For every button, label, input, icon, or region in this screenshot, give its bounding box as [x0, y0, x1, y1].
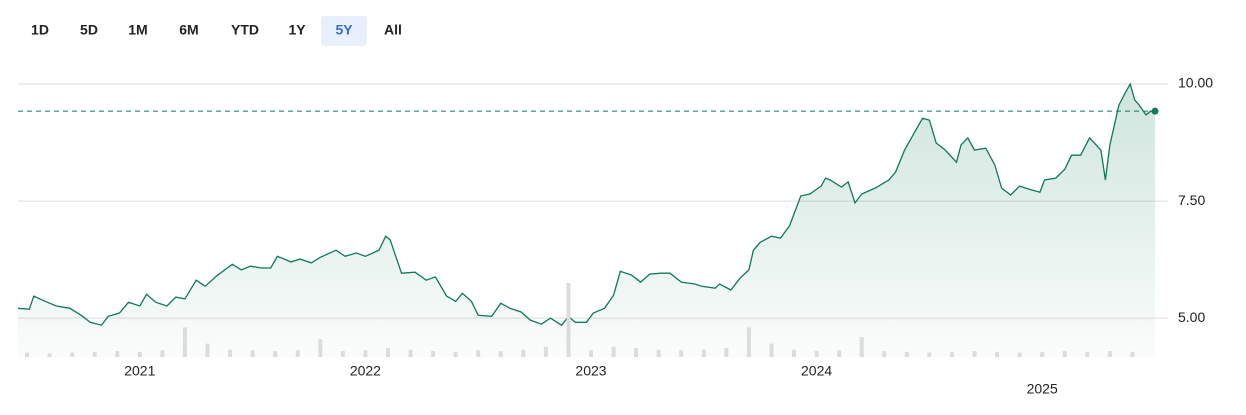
x-tick-label: 2021: [124, 363, 155, 379]
volume-bar: [927, 352, 932, 357]
volume-bar: [814, 351, 819, 357]
volume-bar: [273, 351, 278, 357]
volume-bar: [250, 350, 255, 357]
range-button[interactable]: 1Y: [288, 22, 306, 38]
range-button[interactable]: 1D: [31, 22, 49, 38]
volume-bar: [431, 351, 436, 357]
volume-bar: [882, 351, 887, 357]
volume-bar: [1040, 351, 1045, 357]
last-price-dot: [1151, 107, 1159, 115]
volume-bar: [611, 346, 616, 357]
volume-bar: [837, 350, 842, 357]
y-tick-label: 5.00: [1178, 309, 1205, 325]
volume-bar: [634, 348, 639, 357]
volume-bar: [904, 351, 909, 357]
volume-bar: [363, 350, 368, 357]
volume-bar: [724, 348, 729, 357]
volume-bar: [498, 351, 503, 357]
volume-bar: [566, 283, 571, 357]
selected-range-bg: [321, 16, 367, 46]
volume-bar: [47, 353, 52, 357]
range-button[interactable]: All: [384, 22, 402, 38]
x-tick-label: 2022: [350, 363, 381, 379]
price-line: [17, 82, 1155, 327]
volume-bar: [792, 349, 797, 357]
volume-bar: [340, 351, 345, 357]
y-tick-label: 7.50: [1178, 192, 1205, 208]
volume-bar: [679, 350, 684, 357]
volume-bar: [521, 349, 526, 357]
volume-bar: [228, 349, 233, 357]
volume-bar: [205, 343, 210, 357]
volume-bar: [160, 350, 165, 357]
volume-bar: [295, 350, 300, 357]
volume-bar: [408, 349, 413, 357]
volume-bar: [137, 351, 142, 357]
range-button[interactable]: 5Y: [335, 22, 353, 38]
x-tick-label: 2023: [575, 363, 606, 379]
volume-bar: [589, 350, 594, 357]
volume-bar: [1130, 351, 1135, 357]
volume-bar: [859, 337, 864, 357]
price-area: [18, 84, 1155, 357]
volume-bar: [1017, 352, 1022, 357]
x-tick-label: 2025: [1027, 381, 1058, 397]
volume-bar: [453, 351, 458, 357]
volume-bar: [1085, 351, 1090, 357]
volume-bar: [318, 339, 323, 357]
volume-bar: [656, 349, 661, 357]
volume-bar: [1107, 351, 1112, 357]
volume-bar: [972, 351, 977, 357]
volume-bar: [769, 343, 774, 357]
volume-bar: [746, 327, 751, 357]
range-button[interactable]: 5D: [80, 22, 98, 38]
volume-bar: [995, 351, 1000, 357]
range-button[interactable]: 1M: [128, 22, 147, 38]
volume-bar: [115, 351, 120, 357]
volume-bar: [476, 350, 481, 357]
volume-bar: [25, 352, 30, 357]
volume-bar: [1062, 351, 1067, 357]
range-button[interactable]: YTD: [231, 22, 259, 38]
x-tick-label: 2024: [801, 363, 832, 379]
volume-bar: [701, 349, 706, 357]
range-button[interactable]: 6M: [179, 22, 198, 38]
volume-bar: [70, 352, 75, 357]
volume-bar: [182, 327, 187, 357]
volume-bar: [543, 346, 548, 357]
volume-bar: [92, 351, 97, 357]
y-tick-label: 10.00: [1178, 75, 1213, 91]
volume-bar: [949, 351, 954, 357]
volume-bar: [385, 348, 390, 357]
